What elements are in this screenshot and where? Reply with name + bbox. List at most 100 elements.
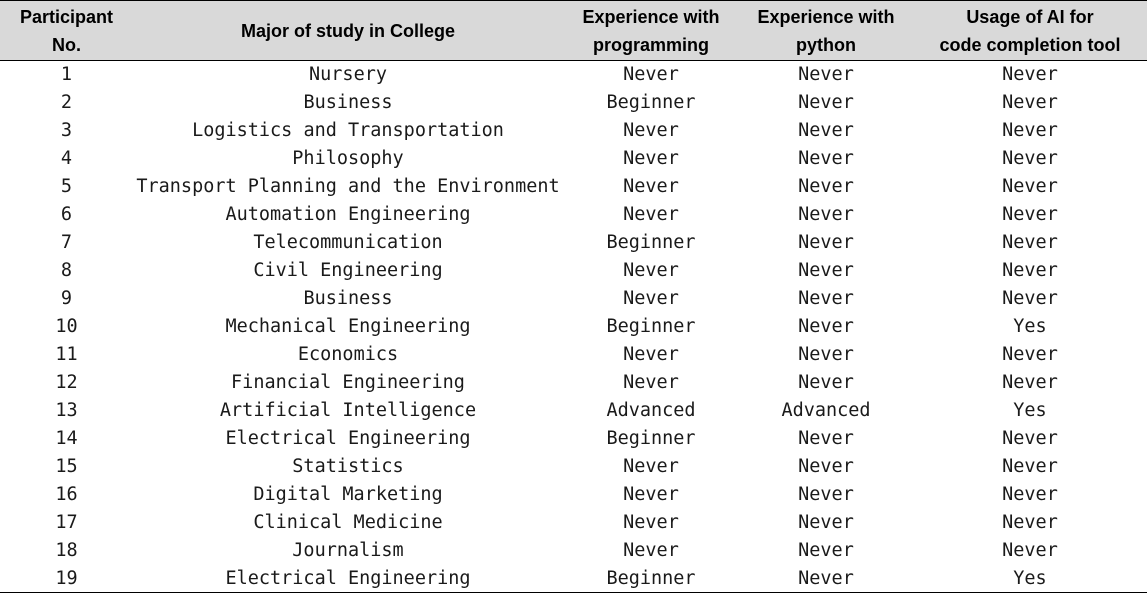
header-row: Participant No. Major of study in College E…: [0, 0, 1147, 61]
participant-number-cell: 4: [60, 148, 73, 169]
programming-experience-cell: Never: [623, 260, 679, 281]
table-row: 5 Transport Planning and the Environment N…: [0, 173, 1147, 201]
ai-usage-cell: Never: [1002, 92, 1058, 113]
programming-experience-cell: Never: [623, 120, 679, 141]
ai-usage-cell: Never: [1002, 288, 1058, 309]
major-cell: Business: [303, 288, 393, 309]
table-row: 6 Automation Engineering Never Never Never: [0, 201, 1147, 229]
python-experience-cell: Never: [798, 512, 854, 533]
ai-usage-cell: Yes: [1013, 400, 1047, 421]
programming-experience-cell: Beginner: [606, 316, 696, 337]
major-cell: Artificial Intelligence: [219, 400, 477, 421]
programming-experience-cell: Never: [623, 148, 679, 169]
table-row: 10 Mechanical Engineering Beginner Never Yes: [0, 313, 1147, 341]
table-row: 13 Artificial Intelligence Advanced Advance…: [0, 397, 1147, 425]
ai-usage-cell: Never: [1002, 428, 1058, 449]
python-experience-cell: Never: [739, 565, 913, 593]
ai-usage-cell: Never: [1002, 64, 1058, 85]
python-experience-cell: Never: [798, 316, 854, 337]
table-row: 8 Civil Engineering Never Never Never: [0, 257, 1147, 285]
python-experience-cell: Never: [798, 204, 854, 225]
table-header: Participant No. Major of study in College E…: [0, 0, 1147, 61]
ai-usage-cell: Never: [1002, 484, 1058, 505]
participant-number-cell: 11: [55, 344, 78, 365]
participant-number-cell: 13: [55, 400, 78, 421]
major-cell: Business: [303, 92, 393, 113]
participant-number-cell: 8: [60, 260, 73, 281]
programming-experience-cell: Never: [623, 456, 679, 477]
ai-usage-cell: Never: [1002, 204, 1058, 225]
table-body: 1 Nursery Never Never Never 2 Business Beginner…: [0, 61, 1147, 593]
major-cell: Telecommunication: [253, 232, 443, 253]
major-cell: Financial Engineering: [231, 372, 465, 393]
participant-number-cell: 17: [55, 512, 78, 533]
major-cell: Transport Planning and the Environment: [136, 176, 560, 197]
table-row: 9 Business Never Never Never: [0, 285, 1147, 313]
ai-usage-cell: Never: [1002, 232, 1058, 253]
participant-number-cell: 2: [60, 92, 73, 113]
column-header-line: Experience with: [582, 7, 720, 27]
major-cell: Electrical Engineering: [133, 565, 563, 593]
python-experience-cell: Never: [798, 148, 854, 169]
header-ai-usage: Usage of AI for code completion tool: [913, 0, 1147, 61]
programming-experience-cell: Beginner: [606, 92, 696, 113]
ai-usage-cell: Never: [1002, 456, 1058, 477]
participant-number-cell: 15: [55, 456, 78, 477]
programming-experience-cell: Beginner: [606, 232, 696, 253]
participant-number-cell: 5: [60, 176, 73, 197]
python-experience-cell: Never: [798, 484, 854, 505]
table-row: 15 Statistics Never Never Never: [0, 453, 1147, 481]
header-participant-no: Participant No.: [0, 0, 133, 61]
column-header-line: python: [796, 35, 856, 55]
programming-experience-cell: Never: [623, 204, 679, 225]
programming-experience-cell: Advanced: [606, 400, 696, 421]
column-header-line: code completion tool: [939, 35, 1121, 55]
header-programming-experience: Experience with programming: [563, 0, 739, 61]
python-experience-cell: Never: [798, 372, 854, 393]
table-row: 2 Business Beginner Never Never: [0, 89, 1147, 117]
table-row: 19 Electrical Engineering Beginner Never Yes: [0, 565, 1147, 593]
ai-usage-cell: Never: [1002, 120, 1058, 141]
python-experience-cell: Never: [798, 120, 854, 141]
column-header-line: No.: [52, 35, 81, 55]
participant-number-cell: 1: [60, 64, 73, 85]
programming-experience-cell: Never: [623, 64, 679, 85]
ai-usage-cell: Never: [1002, 540, 1058, 561]
table-row: 11 Economics Never Never Never: [0, 341, 1147, 369]
python-experience-cell: Never: [798, 288, 854, 309]
table-row: 12 Financial Engineering Never Never Never: [0, 369, 1147, 397]
major-cell: Mechanical Engineering: [225, 316, 471, 337]
column-header-line: programming: [592, 35, 709, 55]
table-row: 18 Journalism Never Never Never: [0, 537, 1147, 565]
programming-experience-cell: Never: [623, 372, 679, 393]
programming-experience-cell: Beginner: [606, 428, 696, 449]
participant-number-cell: 14: [55, 428, 78, 449]
participant-number-cell: 16: [55, 484, 78, 505]
ai-usage-cell: Never: [1002, 344, 1058, 365]
participant-number-cell: 3: [60, 120, 73, 141]
python-experience-cell: Never: [798, 92, 854, 113]
major-cell: Philosophy: [292, 148, 404, 169]
programming-experience-cell: Never: [623, 344, 679, 365]
participant-number-cell: 12: [55, 372, 78, 393]
ai-usage-cell: Yes: [1013, 316, 1047, 337]
major-cell: Nursery: [309, 64, 387, 85]
python-experience-cell: Never: [798, 260, 854, 281]
table-row: 3 Logistics and Transportation Never Never N…: [0, 117, 1147, 145]
major-cell: Electrical Engineering: [225, 428, 471, 449]
participant-number-cell: 19: [0, 565, 133, 593]
participant-number-cell: 6: [60, 204, 73, 225]
table-row: 16 Digital Marketing Never Never Never: [0, 481, 1147, 509]
column-header-line: Usage of AI for: [966, 7, 1094, 27]
programming-experience-cell: Never: [623, 288, 679, 309]
table-row: 1 Nursery Never Never Never: [0, 61, 1147, 90]
column-header-line: Experience with: [757, 7, 895, 27]
major-cell: Automation Engineering: [225, 204, 471, 225]
ai-usage-cell: Never: [1002, 372, 1058, 393]
major-cell: Journalism: [292, 540, 404, 561]
column-header-line: Participant: [19, 7, 114, 27]
participant-number-cell: 7: [60, 232, 73, 253]
participant-number-cell: 10: [55, 316, 78, 337]
